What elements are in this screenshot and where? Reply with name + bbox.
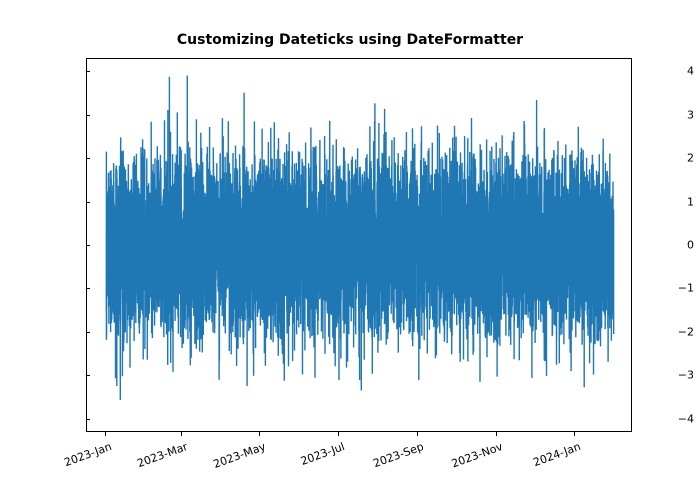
y-tick-mark (86, 158, 90, 159)
x-tick-mark (105, 432, 106, 436)
y-tick-label: −2 (616, 325, 694, 338)
y-tick-mark (86, 332, 90, 333)
x-tick-mark (259, 432, 260, 436)
y-tick-label: 0 (616, 239, 694, 252)
x-tick-mark (338, 432, 339, 436)
x-tick-mark (417, 432, 418, 436)
y-tick-label: 4 (616, 65, 694, 78)
x-tick-label: 2023-Nov (450, 440, 505, 470)
x-tick-mark (496, 432, 497, 436)
x-tick-label: 2023-May (212, 440, 268, 471)
figure: Customizing Dateticks using DateFormatte… (0, 0, 700, 500)
y-tick-label: −4 (616, 412, 694, 425)
line-plot (87, 59, 633, 433)
y-tick-label: −1 (616, 282, 694, 295)
y-tick-label: 2 (616, 152, 694, 165)
x-tick-label: 2024-Jan (532, 440, 583, 469)
chart-title: Customizing Dateticks using DateFormatte… (0, 32, 700, 48)
y-tick-mark (86, 419, 90, 420)
series-line (106, 76, 613, 400)
x-tick-label: 2023-Jul (299, 440, 347, 468)
x-tick-label: 2023-Sep (372, 440, 426, 470)
y-tick-mark (86, 245, 90, 246)
y-tick-mark (86, 115, 90, 116)
y-tick-label: 1 (616, 195, 694, 208)
y-tick-mark (86, 375, 90, 376)
y-tick-label: 3 (616, 108, 694, 121)
y-tick-mark (86, 202, 90, 203)
plot-axes (86, 58, 632, 432)
x-tick-label: 2023-Mar (136, 440, 190, 470)
x-tick-mark (574, 432, 575, 436)
x-tick-label: 2023-Jan (63, 440, 114, 469)
x-tick-mark (181, 432, 182, 436)
y-tick-label: −3 (616, 369, 694, 382)
y-tick-mark (86, 71, 90, 72)
y-tick-mark (86, 288, 90, 289)
